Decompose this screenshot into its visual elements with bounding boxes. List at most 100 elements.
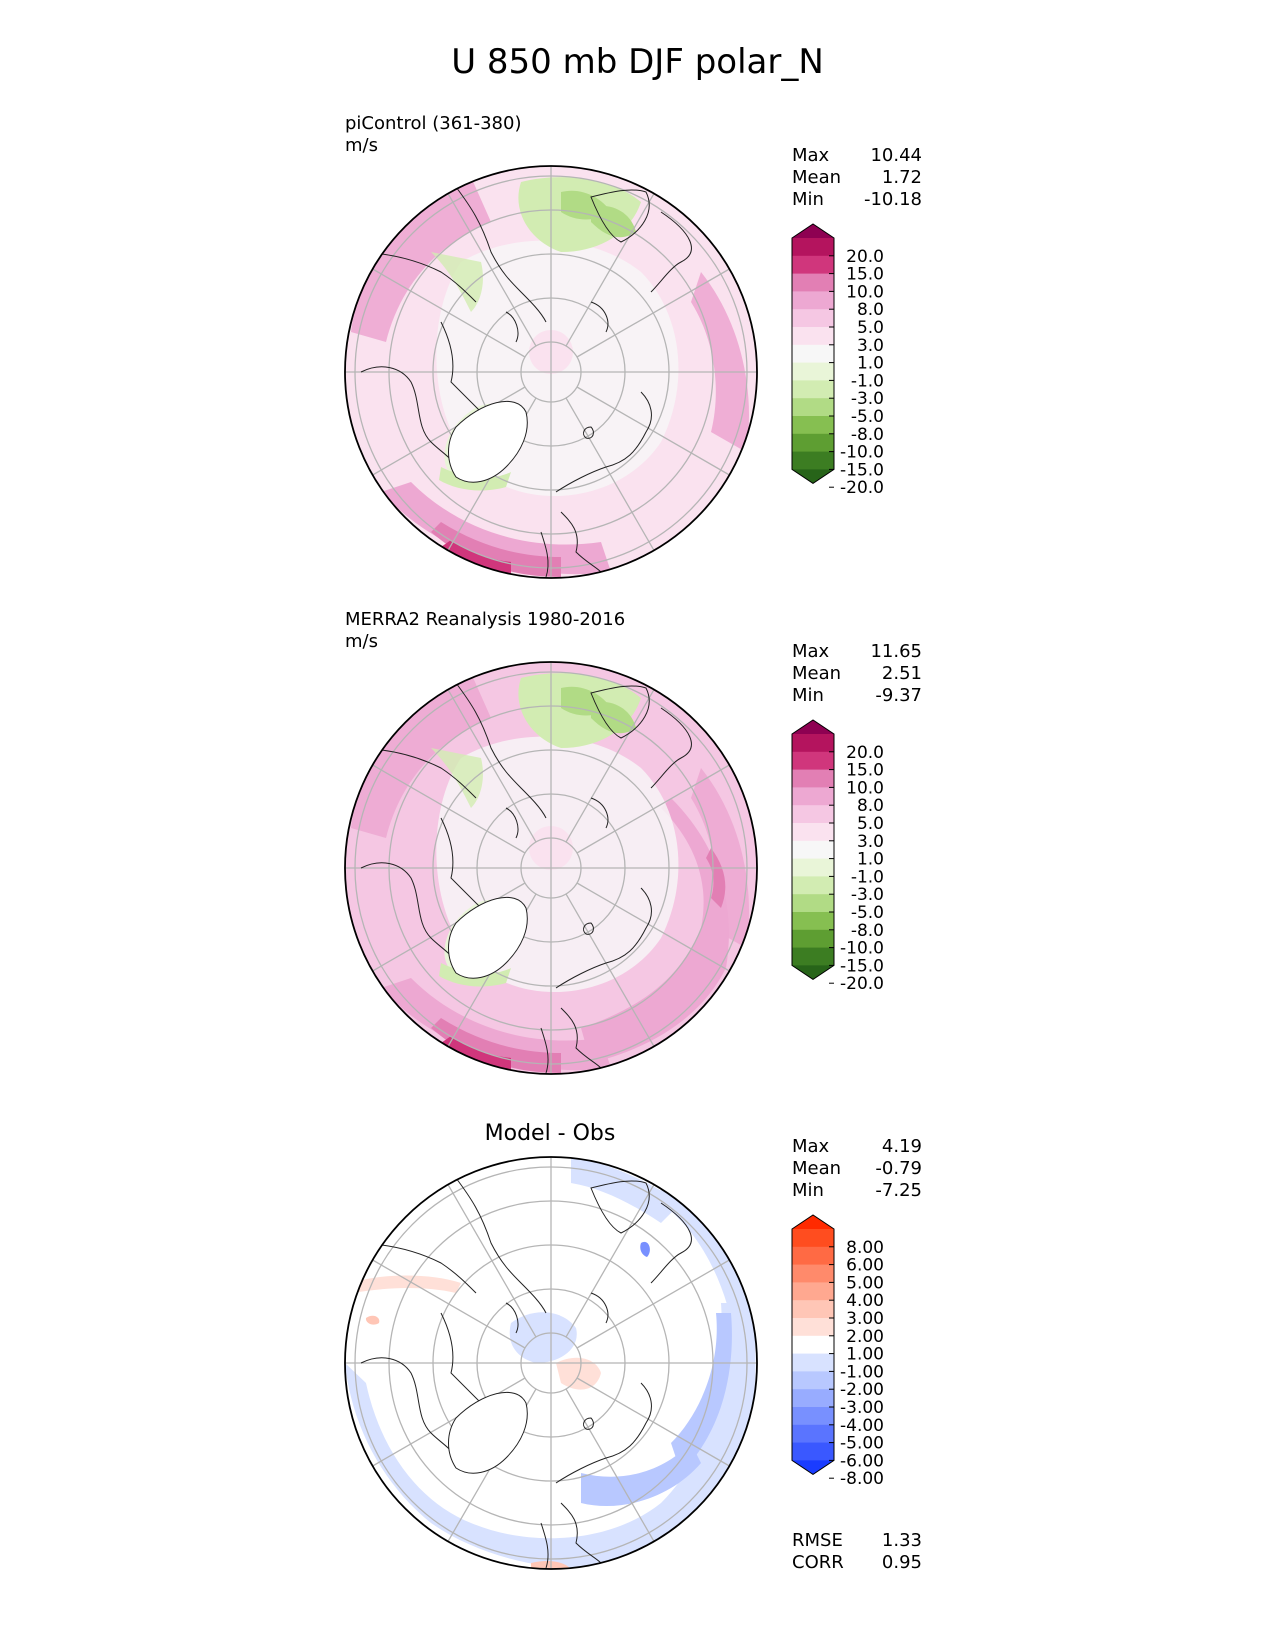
colorbar-tick-label: 1.0 [857, 850, 884, 870]
panel1-min-label: Min [792, 189, 824, 210]
panel2-title: MERRA2 Reanalysis 1980-2016 m/s [345, 609, 625, 653]
colorbar-segment [792, 1389, 834, 1408]
colorbar-tick-label: 1.00 [846, 1345, 884, 1365]
colorbar-extend-min [792, 965, 834, 980]
colorbar-tick-label: -4.00 [840, 1416, 884, 1436]
panel3-map [344, 1156, 758, 1570]
colorbar-segment [792, 1246, 834, 1266]
colorbar-tick-label: -3.0 [851, 389, 884, 409]
colorbar-tick-label: 6.00 [846, 1256, 884, 1276]
colorbar-tick-label: 5.0 [857, 318, 884, 338]
panel1-mean-label: Mean [792, 167, 842, 188]
colorbar-segment [792, 380, 834, 399]
colorbar-tick-label: -8.00 [840, 1469, 884, 1489]
colorbar-segment [792, 327, 834, 346]
panel3-min-value: -7.25 [875, 1180, 922, 1201]
panel1-title-line1: piControl (361-380) [345, 113, 522, 134]
colorbar-tick-label: 3.0 [857, 832, 884, 852]
colorbar-tick-label: -5.0 [851, 903, 884, 923]
colorbar-extend-max [792, 224, 834, 238]
colorbar-tick-label: -10.0 [840, 443, 884, 463]
colorbar-segment [792, 273, 834, 292]
colorbar-tick-label: -20.0 [840, 974, 884, 994]
panel2-mean-label: Mean [792, 663, 842, 684]
colorbar-tick-label: 2.00 [846, 1327, 884, 1347]
colorbar-extend-max [792, 720, 834, 734]
panel2-units: m/s [345, 631, 378, 652]
colorbar-segment [792, 787, 834, 806]
colorbar-tick-label: 20.0 [846, 247, 884, 267]
colorbar-segment [792, 1282, 834, 1301]
colorbar-segment [792, 1442, 834, 1461]
rmse-label: RMSE [792, 1530, 843, 1551]
colorbar-segment [792, 451, 834, 470]
colorbar-tick-label: 20.0 [846, 743, 884, 763]
colorbar-3: 8.006.005.004.003.002.001.00-1.00-2.00-3… [791, 1214, 884, 1489]
figure-title: U 850 mb DJF polar_N [451, 42, 824, 82]
colorbar-segment [792, 947, 834, 966]
panel2-min-label: Min [792, 685, 824, 706]
panel3-stats: Max 4.19 Mean -0.79 Min -7.25 [792, 1136, 922, 1202]
map-border [344, 165, 758, 579]
colorbar-1: 20.015.010.08.05.03.01.0-1.0-3.0-5.0-8.0… [791, 223, 884, 498]
colorbar-tick-label: -1.0 [851, 867, 884, 887]
colorbar-tick-label: 3.0 [857, 336, 884, 356]
panel2-mean-value: 2.51 [881, 663, 922, 684]
colorbar-tick-label: 4.00 [846, 1291, 884, 1311]
colorbar-segment [792, 1353, 834, 1372]
colorbar-tick-label: 10.0 [846, 778, 884, 798]
colorbar-segment [792, 876, 834, 895]
colorbar-tick-label: -1.00 [840, 1362, 884, 1382]
colorbar-segment [792, 309, 834, 328]
colorbar-segment [792, 823, 834, 842]
panel1-mean-value: 1.72 [881, 167, 922, 188]
panel3-mean-label: Mean [792, 1158, 842, 1179]
colorbar-segment [792, 362, 834, 381]
colorbar-tick-label: -2.00 [840, 1380, 884, 1400]
panel2-max-label: Max [792, 641, 830, 662]
colorbar-segment [792, 433, 834, 453]
map-border [344, 1156, 758, 1570]
panel1-map [344, 165, 758, 579]
colorbar-tick-label: 5.00 [846, 1273, 884, 1293]
graticule [345, 1157, 757, 1569]
panel2-map [344, 661, 758, 1075]
colorbar-extend-min [792, 469, 834, 484]
colorbar-segment [792, 344, 834, 364]
colorbar-segment [792, 929, 834, 949]
colorbar-tick-label: 8.0 [857, 300, 884, 320]
colorbar-segment [792, 238, 834, 257]
colorbar-tick-label: -6.00 [840, 1451, 884, 1471]
panel3-min-label: Min [792, 1180, 824, 1201]
panel1-units: m/s [345, 135, 378, 156]
colorbar-tick-label: -8.0 [851, 921, 884, 941]
colorbar-tick-label: 8.0 [857, 796, 884, 816]
panel3-max-value: 4.19 [881, 1136, 922, 1157]
colorbar-segment [792, 1424, 834, 1444]
colorbar-2: 20.015.010.08.05.03.01.0-1.0-3.0-5.0-8.0… [791, 719, 884, 994]
colorbar-tick-label: 3.00 [846, 1309, 884, 1329]
panel2-max-value: 11.65 [870, 641, 922, 662]
field-fill [345, 662, 757, 1074]
colorbar-tick-label: -20.0 [840, 478, 884, 498]
colorbars: 20.015.010.08.05.03.01.0-1.0-3.0-5.0-8.0… [791, 223, 884, 1489]
colorbar-segment [792, 912, 834, 931]
colorbar-segment [792, 1264, 834, 1283]
colorbar-segment [792, 805, 834, 824]
colorbar-segment [792, 769, 834, 788]
colorbar-tick-label: 15.0 [846, 761, 884, 781]
colorbar-extend-min [792, 1460, 834, 1475]
panel2-stats: Max 11.65 Mean 2.51 Min -9.37 [792, 641, 922, 707]
corr-label: CORR [792, 1552, 844, 1573]
rmse-value: 1.33 [881, 1530, 922, 1551]
colorbar-tick-label: -15.0 [840, 460, 884, 480]
graticule [345, 166, 757, 578]
colorbar-segment [792, 291, 834, 310]
colorbar-segment [792, 1318, 834, 1337]
colorbar-segment [792, 1300, 834, 1319]
colorbar-extend-max [792, 1215, 834, 1229]
colorbar-tick-label: 1.0 [857, 354, 884, 374]
panel1-max-value: 10.44 [870, 145, 922, 166]
colorbar-tick-label: -1.0 [851, 371, 884, 391]
